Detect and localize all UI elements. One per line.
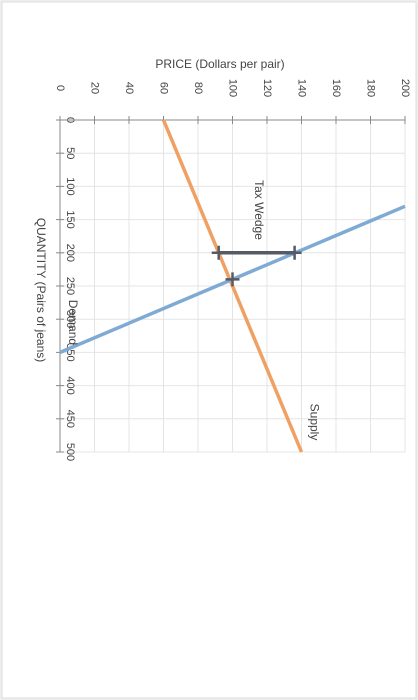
price-tick-label: 60 xyxy=(158,82,170,94)
quantity-tick-label: 300 xyxy=(64,310,76,328)
marker xyxy=(287,245,302,260)
price-tick-label: 180 xyxy=(365,79,377,97)
price-tick-label: 0 xyxy=(54,85,66,91)
price-tick-label: 20 xyxy=(89,82,101,94)
price-tick-label: 160 xyxy=(330,79,342,97)
quantity-tick-label: 150 xyxy=(64,210,76,228)
quantity-tick-label: 200 xyxy=(64,244,76,262)
quantity-tick-label: 250 xyxy=(64,277,76,295)
series-label: Demand xyxy=(66,300,80,345)
price-tick-label: 140 xyxy=(296,79,308,97)
marker xyxy=(225,272,240,287)
quantity-tick-label: 400 xyxy=(64,376,76,394)
quantity-title: QUANTITY (Pairs of jeans) xyxy=(34,218,48,362)
quantity-tick-label: 500 xyxy=(64,443,76,461)
price-tick-label: 200 xyxy=(399,79,411,97)
price-tick-label: 100 xyxy=(227,79,239,97)
marker xyxy=(211,245,226,260)
quantity-tick-label: 100 xyxy=(64,177,76,195)
quantity-tick-label: 450 xyxy=(64,410,76,428)
annotation: Tax Wedge xyxy=(252,180,266,240)
series-label: Supply xyxy=(307,404,321,441)
quantity-tick-label: 50 xyxy=(64,147,76,159)
price-title: PRICE (Dollars per pair) xyxy=(155,57,284,71)
price-tick-label: 120 xyxy=(261,79,273,97)
price-tick-label: 80 xyxy=(192,82,204,94)
price-tick-label: 40 xyxy=(123,82,135,94)
